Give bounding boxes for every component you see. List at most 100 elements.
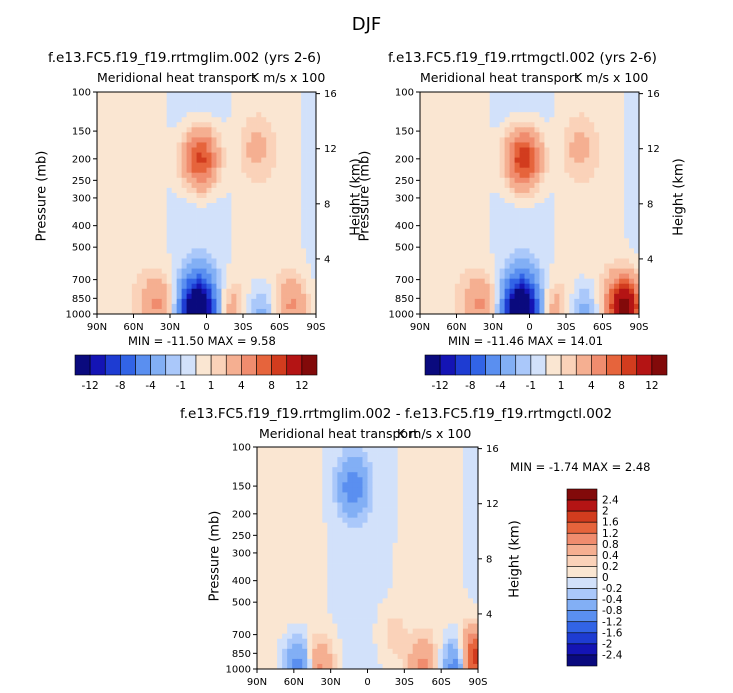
left-field-cell [261,263,267,269]
left-field-cell [271,233,277,239]
left-field-cell [246,203,252,209]
right-field-cell [579,122,585,128]
left-field-cell [97,177,103,184]
diff-field-cell [277,517,283,524]
right-field-cell [519,112,525,118]
diff-field-cell [472,558,479,564]
right-field-cell [444,248,451,254]
diff-field-cell [262,547,268,554]
right-field-cell [629,112,635,118]
left-field-cell [306,112,312,118]
diff-field-cell [417,542,424,549]
left-field-cell [206,293,212,300]
right-field-cell [594,137,600,143]
right-field-cell [484,303,491,310]
right-field-cell [479,97,486,103]
left-field-cell [166,147,173,153]
left-field-cell [181,137,187,143]
diff-field-cell [442,447,449,453]
left-field-cell [196,107,202,113]
left-field-cell [251,218,257,224]
left-field-cell [291,157,297,164]
left-field-cell [106,213,113,219]
left-field-cell [231,223,237,229]
left-field-cell [166,187,173,194]
left-field-cell [246,273,252,280]
diff-field-cell [432,527,439,534]
left-field-cell [246,228,252,234]
diff-field-cell [392,547,399,554]
diff-field-cell [412,447,419,453]
left-field-cell [146,248,153,254]
diff-field-cell [457,517,464,524]
left-field-cell [186,258,192,264]
left-field-cell [106,132,113,138]
right-field-cell [529,263,535,269]
left-field-cell [286,248,292,254]
diff-field-cell [272,472,278,478]
right-field-cell [499,122,506,128]
left-field-cell [101,147,108,153]
right-field-cell [624,228,630,234]
left-field-cell [156,248,163,254]
diff-field-cell [432,552,439,559]
diff-field-cell [307,527,313,534]
right-field-cell [574,298,580,305]
diff-field-cell [332,497,338,503]
left-field-cell [241,102,247,108]
right-field-cell [504,197,510,204]
right-field-cell [624,218,630,224]
right-field-cell [574,127,580,133]
diff-field-cell [367,502,373,508]
diff-field-cell [327,482,333,488]
left-field-cell [201,228,207,234]
right-field-cell [514,248,520,254]
left-field-cell [281,243,287,249]
left-field-cell [146,208,153,214]
diff-field-cell [447,482,454,488]
right-field-cell [420,142,426,148]
right-field-cell [524,238,530,244]
left-field-cell [131,112,138,118]
right-field-cell [629,122,635,128]
left-field-cell [216,142,222,148]
left-field-cell [151,147,158,153]
right-field-cell [479,238,486,244]
left-field-cell [171,132,178,138]
right-field-cell [584,288,590,295]
right-field-cell [544,182,550,189]
right-field-cell [579,233,585,239]
left-field-cell [146,132,153,138]
left-field-cell [151,293,158,300]
diff-field-cell [387,497,394,503]
left-field-cell [97,283,103,290]
left-field-cell [221,132,227,138]
right-field-cell [504,303,510,310]
left-field-cell [97,203,103,209]
right-field-cell [514,97,520,103]
right-field-cell [474,298,481,305]
diff-field-cell [372,452,378,458]
diff-field-cell [322,502,328,508]
right-field-cell [589,97,595,103]
diff-field-cell [362,452,368,458]
diff-field-cell [302,527,308,534]
left-field-cell [271,238,277,244]
right-field-cell [564,233,570,239]
diff-field-cell [402,457,409,463]
left-field-cell [166,102,173,108]
right-field-cell [504,172,510,179]
right-field-cell [439,157,446,164]
right-field-cell [539,293,545,300]
right-field-cell [604,208,610,214]
right-field-cell [574,303,580,310]
diff-field-cell [337,462,343,468]
left-field-cell [156,167,163,174]
left-field-cell [126,132,133,138]
right-field-cell [634,248,640,254]
diff-field-cell [327,512,333,519]
right-field-cell [574,122,580,128]
right-field-cell [444,203,451,209]
diff-field-cell [257,487,263,493]
diff-field-cell [437,502,444,508]
